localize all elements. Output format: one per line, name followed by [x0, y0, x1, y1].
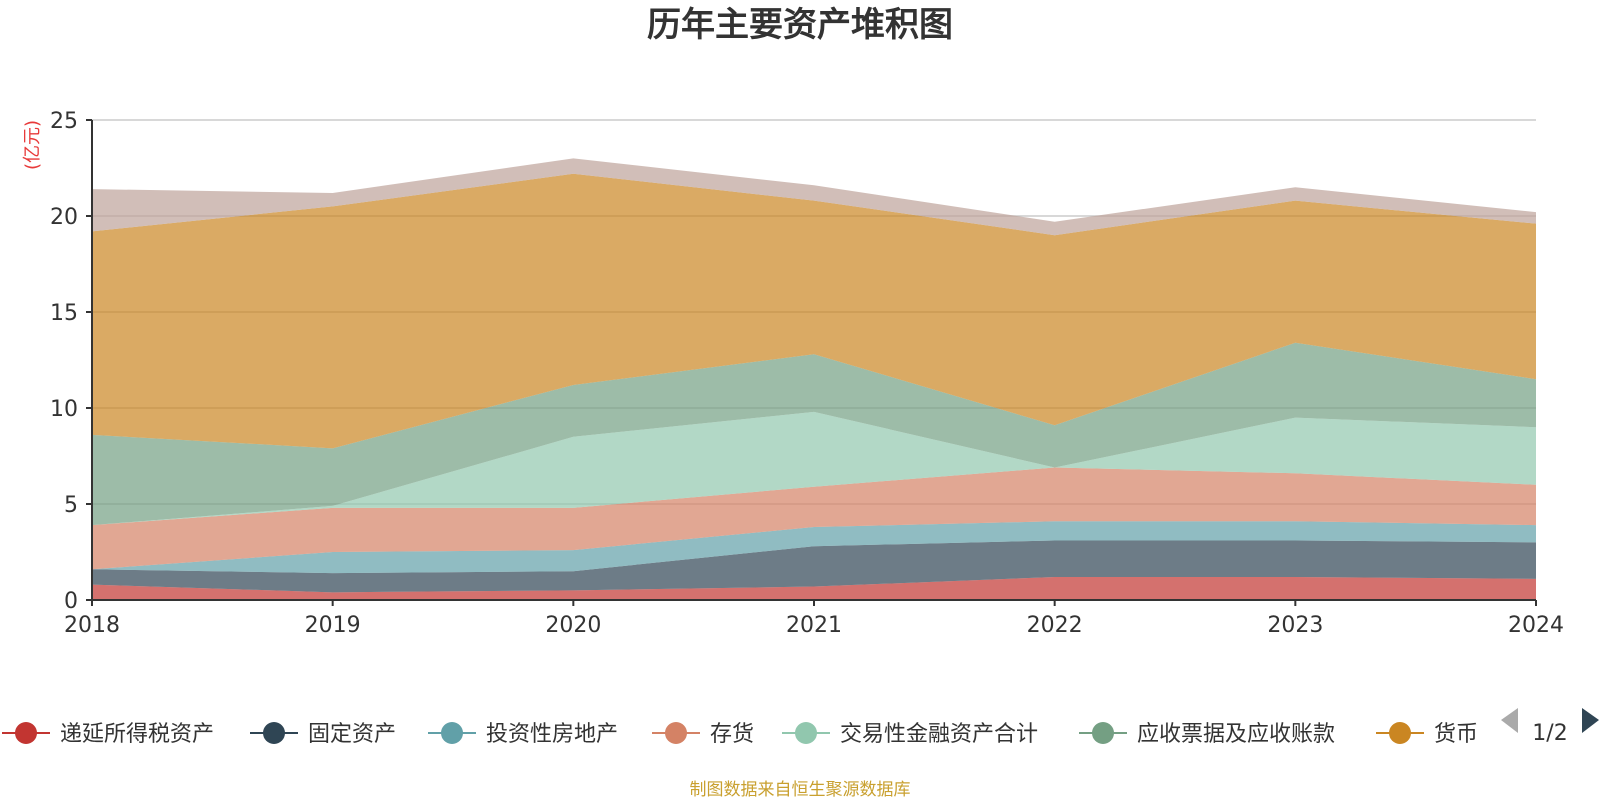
x-tick-label-4: 2022 [1027, 613, 1083, 638]
x-tick-label-0: 2018 [64, 613, 120, 638]
data-source-note: 制图数据来自恒生聚源数据库 [690, 780, 911, 800]
legend-next-page-icon[interactable] [1582, 708, 1599, 733]
y-tick-label-1: 5 [64, 493, 78, 518]
y-tick-label-3: 15 [50, 301, 78, 326]
area-series-0 [92, 576, 1536, 600]
legend-label-5: 应收票据及应收账款 [1137, 722, 1335, 747]
area-series-5 [92, 342, 1536, 526]
area-series-2 [92, 521, 1536, 574]
x-tick-label-5: 2023 [1267, 613, 1323, 638]
x-tick-label-3: 2021 [786, 613, 842, 638]
legend-item-0[interactable]: 递延所得税资产 [2, 722, 214, 747]
x-tick-label-2: 2020 [545, 613, 601, 638]
area-series-6 [92, 173, 1536, 449]
legend-item-3[interactable]: 存货 [652, 722, 754, 747]
legend-item-4[interactable]: 交易性金融资产合计 [782, 722, 1038, 747]
y-tick-label-5: 25 [50, 109, 78, 134]
legend-page-indicator: 1/2 [1532, 721, 1567, 746]
x-tick-label-6: 2024 [1508, 613, 1564, 638]
area-series-1 [92, 540, 1536, 593]
legend-label-1: 固定资产 [308, 722, 396, 747]
y-tick-label-2: 10 [50, 397, 78, 422]
legend-marker-2 [441, 722, 463, 744]
legend-marker-0 [15, 722, 37, 744]
y-tick-labels: 0 5 10 15 20 25 [50, 109, 78, 614]
legend-marker-3 [665, 722, 687, 744]
legend-label-2: 投资性房地产 [486, 722, 618, 747]
area-series-3 [92, 467, 1536, 570]
legend-item-2[interactable]: 投资性房地产 [428, 722, 618, 747]
area-series-7 [92, 158, 1536, 236]
area-series-4 [92, 411, 1536, 526]
legend-prev-page-icon[interactable] [1501, 708, 1518, 733]
legend: 递延所得税资产 固定资产 投资性房地产 存货 交易性金融资产合计 应收票据及应收账款 货币 [2, 722, 1478, 747]
legend-marker-6 [1389, 722, 1411, 744]
x-tick-label-1: 2019 [305, 613, 361, 638]
area-series [92, 158, 1536, 600]
axes [86, 119, 1537, 606]
legend-label-0: 递延所得税资产 [60, 722, 214, 747]
y-axis-unit-label: (亿元) [22, 120, 43, 170]
legend-item-1[interactable]: 固定资产 [250, 722, 396, 747]
legend-label-3: 存货 [710, 722, 754, 747]
legend-marker-1 [263, 722, 285, 744]
legend-item-5[interactable]: 应收票据及应收账款 [1079, 722, 1335, 747]
y-tick-label-0: 0 [64, 589, 78, 614]
legend-marker-4 [795, 722, 817, 744]
legend-marker-5 [1092, 722, 1114, 744]
y-tick-label-4: 20 [50, 205, 78, 230]
legend-label-4: 交易性金融资产合计 [840, 722, 1038, 747]
chart-title: 历年主要资产堆积图 [647, 5, 953, 45]
legend-pager: 1/2 [1501, 708, 1599, 746]
legend-item-6[interactable]: 货币 [1376, 722, 1478, 747]
legend-label-6: 货币 [1434, 722, 1478, 747]
x-tick-labels: 2018 2019 2020 2021 2022 2023 2024 [64, 613, 1564, 638]
